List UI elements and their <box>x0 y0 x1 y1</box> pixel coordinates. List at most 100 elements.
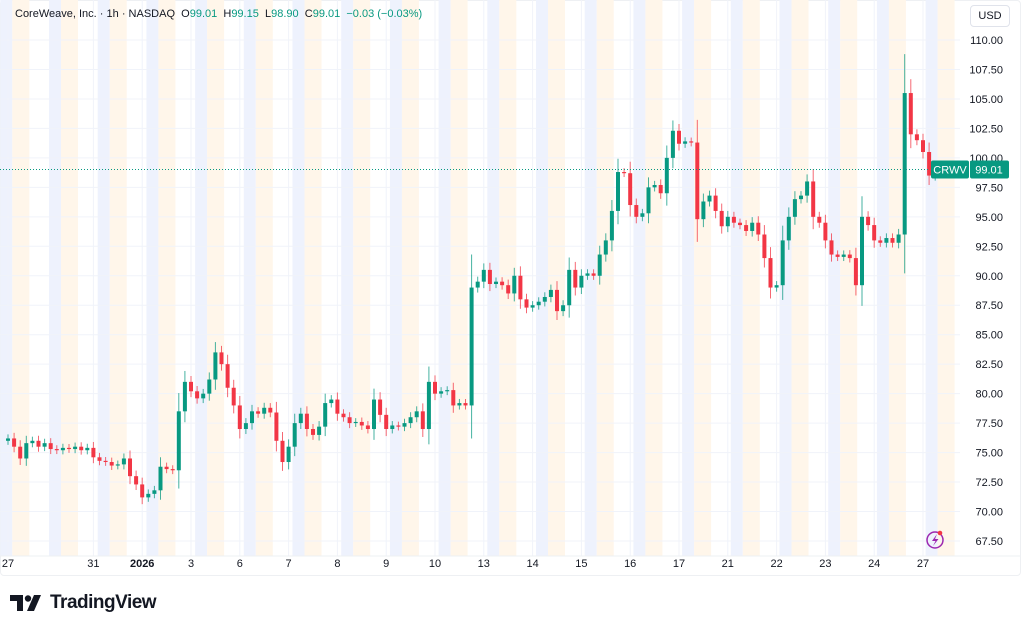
candle-body <box>475 281 480 288</box>
candle-body <box>372 399 376 430</box>
low-value: 98.90 <box>271 8 299 20</box>
candle-body <box>573 269 578 288</box>
candle-body <box>506 285 511 294</box>
x-tick-label: 16 <box>624 558 636 570</box>
candle-body <box>567 269 572 306</box>
candle-body <box>664 157 669 194</box>
premarket-band <box>292 0 305 556</box>
candle-body <box>256 411 261 414</box>
x-tick-label: 8 <box>334 558 340 570</box>
x-tick-label: 24 <box>868 558 880 570</box>
premarket-band <box>876 0 889 556</box>
candle-body <box>921 140 925 152</box>
candle-body <box>695 142 700 220</box>
candle-body <box>768 258 773 288</box>
x-tick-label: 2026 <box>130 558 154 570</box>
x-tick-label: 27 <box>917 558 929 570</box>
candle-body <box>73 446 78 450</box>
candle-body <box>60 447 65 451</box>
candle-body <box>335 399 340 414</box>
high-label: H <box>223 8 232 20</box>
lightning-bolt-icon[interactable] <box>926 530 944 549</box>
x-tick-label: 31 <box>87 558 99 570</box>
candle-body <box>548 289 553 297</box>
candle-body <box>585 273 590 276</box>
y-tick-label: 95.00 <box>975 212 1003 224</box>
symbol-legend: CoreWeave, Inc. · 1h · NASDAQ O99.01 H99… <box>15 8 423 20</box>
candle-body <box>219 352 224 365</box>
afterhours-band <box>401 0 419 556</box>
candle-body <box>414 411 419 418</box>
currency-button[interactable]: USD <box>970 5 1010 27</box>
candle-body <box>884 238 889 243</box>
x-tick-label: 7 <box>286 558 292 570</box>
afterhours-band <box>548 0 565 556</box>
candle-body <box>750 222 755 231</box>
open-value: 99.01 <box>189 8 218 20</box>
x-tick-label: 27 <box>2 558 14 570</box>
candle-body <box>213 352 218 380</box>
candle-body <box>207 379 212 394</box>
candle-body <box>280 440 285 463</box>
candle-body <box>353 421 358 424</box>
candle-body <box>756 222 761 235</box>
candle-body <box>18 446 23 459</box>
candle-body <box>30 440 35 444</box>
candle-body <box>774 285 779 288</box>
y-tick-label: 87.50 <box>975 300 1003 312</box>
premarket-band <box>779 0 792 556</box>
candle-body <box>555 289 559 312</box>
low-label: L <box>264 8 272 20</box>
candle-body <box>176 411 181 471</box>
candle-body <box>890 238 895 243</box>
afterhours-band <box>645 0 663 556</box>
candle-body <box>85 447 90 451</box>
y-tick-label: 90.00 <box>975 271 1003 283</box>
premarket-band <box>341 0 354 556</box>
candle-body <box>237 405 242 430</box>
candle-body <box>146 493 151 498</box>
candle-body <box>738 222 742 226</box>
change-value: −0.03 (−0.03%) <box>346 8 423 20</box>
y-tick-label: 110.00 <box>970 35 1003 47</box>
candle-body <box>603 240 608 255</box>
candle-body <box>317 426 322 435</box>
candle-body <box>6 438 10 441</box>
y-tick-label: 102.50 <box>969 123 1003 135</box>
candle-body <box>646 187 651 214</box>
candle-body <box>847 254 852 259</box>
candle-body <box>298 413 303 424</box>
afterhours-band <box>255 0 273 556</box>
premarket-band <box>438 0 451 556</box>
y-tick-label: 85.00 <box>975 330 1003 342</box>
premarket-band <box>243 0 256 556</box>
candle-body <box>512 275 517 294</box>
candle-body <box>707 195 712 202</box>
candle-body <box>262 407 267 414</box>
candle-body <box>42 443 47 447</box>
candle-body <box>677 130 681 144</box>
candle-body <box>530 305 535 308</box>
candle-body <box>433 381 437 394</box>
candle-body <box>189 381 193 392</box>
x-tick-label: 17 <box>673 558 685 570</box>
candle-body <box>420 411 425 430</box>
brand-name: TradingView <box>50 592 157 613</box>
exchange: NASDAQ <box>128 8 176 20</box>
candle-body <box>359 421 364 426</box>
tradingview-logo[interactable]: TradingView <box>10 592 157 614</box>
symbol-name[interactable]: CoreWeave, Inc. <box>15 8 97 20</box>
candle-body <box>628 173 633 206</box>
premarket-band <box>146 0 159 556</box>
candle-body <box>12 438 17 447</box>
candle-body <box>853 258 858 286</box>
candle-body <box>622 172 627 174</box>
candle-body <box>561 305 566 312</box>
candle-body <box>304 413 309 430</box>
candle-body <box>182 381 187 412</box>
candle-body <box>719 210 724 227</box>
premarket-band <box>633 0 646 556</box>
candlestick-chart[interactable]: 67.50 70.00 72.50 75.00 77.50 80.00 82.50 85.00… <box>0 0 1024 580</box>
candle-body <box>384 414 389 430</box>
x-tick-label: 3 <box>188 558 194 570</box>
